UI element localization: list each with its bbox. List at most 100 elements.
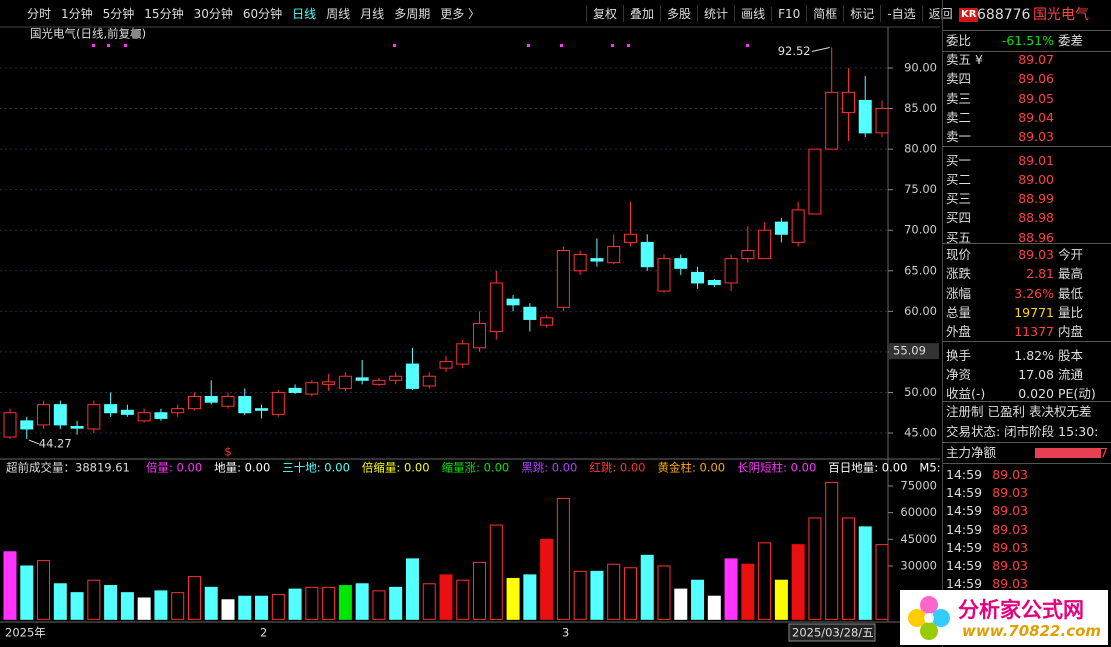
chart-title: 国光电气(日线,前复权) <box>30 27 146 41</box>
quote-row: 交易状态: 闭市阶段 15:30: <box>943 422 1111 441</box>
candle-body <box>154 412 168 419</box>
quote-row: 净资 17.08 流通 <box>943 365 1111 384</box>
y-tick-label: 70.00 <box>904 223 937 237</box>
toolbar-button[interactable]: -自选 <box>880 5 921 22</box>
toolbar-button[interactable]: 复权 <box>586 5 623 22</box>
volume-bar <box>657 565 671 620</box>
tool-toolbar: 复权 叠加 多股 统计 画线 F10 简框 标记 -自选 返回 <box>586 0 959 27</box>
toolbar-button[interactable]: F10 <box>771 6 806 21</box>
volume-bar <box>674 588 688 620</box>
quote-cell: -61.51% <box>1001 33 1054 48</box>
volume-bar <box>774 579 788 620</box>
quote-row: 注册制 已盈利 表决权无差 <box>943 402 1111 421</box>
volume-bar <box>238 595 252 620</box>
candle-body <box>640 241 654 268</box>
tick-time: 14:59 <box>946 503 983 519</box>
title-icon <box>131 29 141 39</box>
quote-cell: 89.07 <box>1018 52 1054 67</box>
flow-label: 主力净额 <box>946 445 997 460</box>
toolbar-button[interactable]: 周线 <box>326 7 351 21</box>
volume-bar <box>841 517 855 620</box>
volume-bar <box>858 526 872 620</box>
flow-value: 7 <box>1100 445 1108 460</box>
toolbar-button[interactable]: 日线 <box>292 7 317 21</box>
candle-body <box>53 404 67 426</box>
toolbar-button[interactable]: 30分钟 <box>193 7 233 21</box>
quote-row: 现价 89.03 今开 <box>943 245 1111 264</box>
quote-cell: 流通 <box>1058 366 1084 382</box>
candle-body <box>841 91 855 114</box>
toolbar-button[interactable]: 15分钟 <box>144 7 184 21</box>
watermark-logo <box>908 596 950 640</box>
volume-bar <box>623 567 637 620</box>
candle-body <box>187 396 201 410</box>
candle-body <box>104 404 118 414</box>
y-tick-label: 90.00 <box>904 60 937 74</box>
quote-cell: 涨幅 <box>946 285 972 301</box>
volume-title: 超前成交量：38819.61 <box>6 461 130 475</box>
volume-bar <box>707 595 721 620</box>
volume-bar <box>640 554 654 620</box>
volume-bar <box>37 560 51 620</box>
toolbar-button[interactable]: 60分钟 <box>242 7 283 21</box>
toolbar-button[interactable]: 更多 〉 <box>440 7 481 21</box>
volume-bar <box>691 579 705 620</box>
quote-row: 卖三 89.05 <box>943 89 1111 108</box>
quote-cell: 委比 <box>946 33 972 48</box>
tick-time: 14:59 <box>946 485 983 501</box>
cursor-value: 55.09 <box>893 344 926 358</box>
quote-cell: 88.99 <box>1018 191 1054 207</box>
toolbar-button[interactable]: 画线 <box>734 5 771 22</box>
volume-bar <box>473 561 487 620</box>
toolbar-button[interactable]: 标记 <box>843 5 880 22</box>
toolbar-button[interactable]: 多周期 <box>394 7 431 21</box>
sep <box>943 401 1111 402</box>
quote-row: 14:59 89.03 <box>943 574 1111 593</box>
volume-bar <box>120 592 134 620</box>
candle-body <box>405 363 419 389</box>
candle-body <box>355 377 369 381</box>
volume-bar <box>288 588 302 620</box>
quote-panel: KR 688776 国光电气 委比 -61.51% 委差 卖五 ¥89.07 卖四 89.06 卖… <box>942 0 1111 647</box>
volume-bar <box>187 576 201 620</box>
toolbar-button[interactable]: 1分钟 <box>61 7 93 21</box>
candle-body <box>556 250 570 308</box>
volume-bar <box>741 563 755 620</box>
candle-body <box>238 396 252 414</box>
candle-body <box>120 409 134 415</box>
indicator-label: 黑跳: 0.00 <box>521 461 577 475</box>
toolbar-button[interactable]: 叠加 <box>623 5 660 22</box>
toolbar-button[interactable]: 月线 <box>360 7 385 21</box>
candle-body <box>70 426 84 429</box>
volume-bar <box>590 570 604 620</box>
toolbar-button[interactable]: 多股 <box>660 5 697 22</box>
y-tick-label: 80.00 <box>904 142 937 156</box>
tick-price: 89.03 <box>992 485 1028 501</box>
quote-row: 涨幅 3.26% 最低 <box>943 284 1111 303</box>
indicator-label: 倍缩量: 0.00 <box>362 461 430 475</box>
y-tick-label: 65.00 <box>904 263 937 277</box>
candle-body <box>87 404 101 430</box>
toolbar-button[interactable]: 分时 <box>27 7 52 21</box>
candle-body <box>523 306 537 320</box>
toolbar-button[interactable]: 5分钟 <box>102 7 135 21</box>
quote-cell: 最高 <box>1058 266 1084 282</box>
y-tick-label: 75000 <box>900 478 937 492</box>
toolbar-button[interactable]: 简框 <box>806 5 843 22</box>
indicator-label: 倍量: 0.00 <box>146 461 202 475</box>
sep <box>943 341 1111 342</box>
candle-body <box>590 258 604 262</box>
high-annotation: 92.52 <box>778 44 811 58</box>
date-label: 2025年 <box>5 626 46 640</box>
date-label: 3 <box>562 626 569 640</box>
candle-body <box>255 408 269 411</box>
toolbar-button[interactable]: 统计 <box>697 5 734 22</box>
sep <box>943 51 1111 52</box>
quote-cell: 买一 <box>946 152 972 168</box>
volume-bar <box>137 597 151 620</box>
signal-label: $ <box>224 445 231 459</box>
candle-body <box>825 91 839 150</box>
toolbar-button[interactable]: 返回 <box>921 5 959 22</box>
candle-body <box>20 420 34 430</box>
